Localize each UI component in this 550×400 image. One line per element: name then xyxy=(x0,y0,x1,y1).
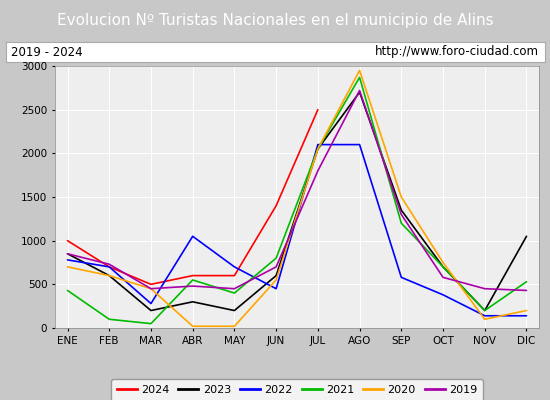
Text: http://www.foro-ciudad.com: http://www.foro-ciudad.com xyxy=(375,46,539,58)
Text: 2019 - 2024: 2019 - 2024 xyxy=(11,46,82,58)
Legend: 2024, 2023, 2022, 2021, 2020, 2019: 2024, 2023, 2022, 2021, 2020, 2019 xyxy=(111,380,483,400)
Text: Evolucion Nº Turistas Nacionales en el municipio de Alins: Evolucion Nº Turistas Nacionales en el m… xyxy=(57,14,493,28)
